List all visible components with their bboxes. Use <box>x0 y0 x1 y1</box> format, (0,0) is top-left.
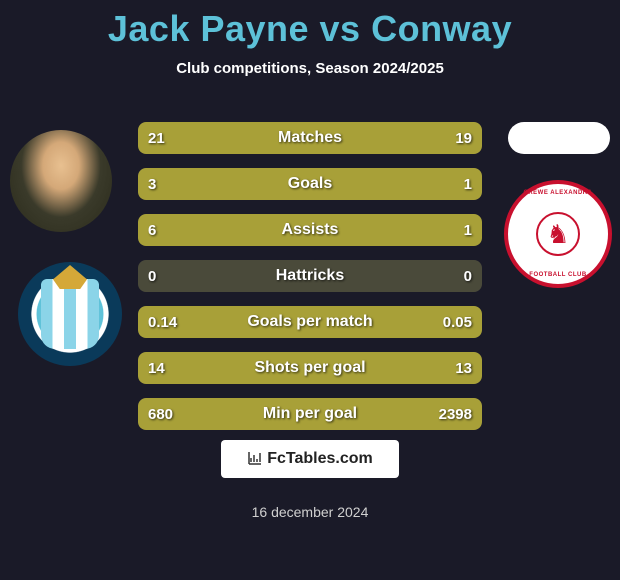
stat-value-right: 19 <box>455 122 472 154</box>
branding-text: FcTables.com <box>267 450 373 468</box>
stat-value-right: 1 <box>464 168 472 200</box>
stat-row: 680Min per goal2398 <box>138 398 482 430</box>
player-avatar-right <box>508 122 610 154</box>
club-badge-right-lion: ♞ <box>536 212 580 256</box>
club-badge-left <box>18 262 122 366</box>
stat-row: 3Goals1 <box>138 168 482 200</box>
stat-label: Goals per match <box>138 306 482 338</box>
stat-label: Goals <box>138 168 482 200</box>
player-avatar-left <box>10 130 112 232</box>
stat-value-right: 13 <box>455 352 472 384</box>
club-right-text-top: CREWE ALEXANDRA <box>524 190 593 196</box>
chart-icon <box>247 450 263 469</box>
lion-icon: ♞ <box>546 219 569 250</box>
stats-container: 21Matches19 3Goals1 6Assists1 0Hattricks0 0.… <box>138 122 482 444</box>
stat-value-right: 0.05 <box>443 306 472 338</box>
club-right-text-bottom: FOOTBALL CLUB <box>529 272 586 278</box>
stat-value-right: 0 <box>464 260 472 292</box>
club-badge-right: CREWE ALEXANDRA ♞ FOOTBALL CLUB <box>504 180 612 288</box>
stat-label: Matches <box>138 122 482 154</box>
date-text: 16 december 2024 <box>0 504 620 520</box>
stat-row: 0Hattricks0 <box>138 260 482 292</box>
stat-value-right: 1 <box>464 214 472 246</box>
stat-row: 14Shots per goal13 <box>138 352 482 384</box>
stat-row: 6Assists1 <box>138 214 482 246</box>
stat-label: Shots per goal <box>138 352 482 384</box>
stat-label: Hattricks <box>138 260 482 292</box>
stat-label: Min per goal <box>138 398 482 430</box>
branding-box: FcTables.com <box>221 440 399 478</box>
stat-value-right: 2398 <box>439 398 472 430</box>
stat-row: 21Matches19 <box>138 122 482 154</box>
page-title: Jack Payne vs Conway <box>0 0 620 50</box>
stat-label: Assists <box>138 214 482 246</box>
stat-row: 0.14Goals per match0.05 <box>138 306 482 338</box>
subtitle: Club competitions, Season 2024/2025 <box>0 60 620 77</box>
club-badge-left-shield <box>41 279 99 349</box>
